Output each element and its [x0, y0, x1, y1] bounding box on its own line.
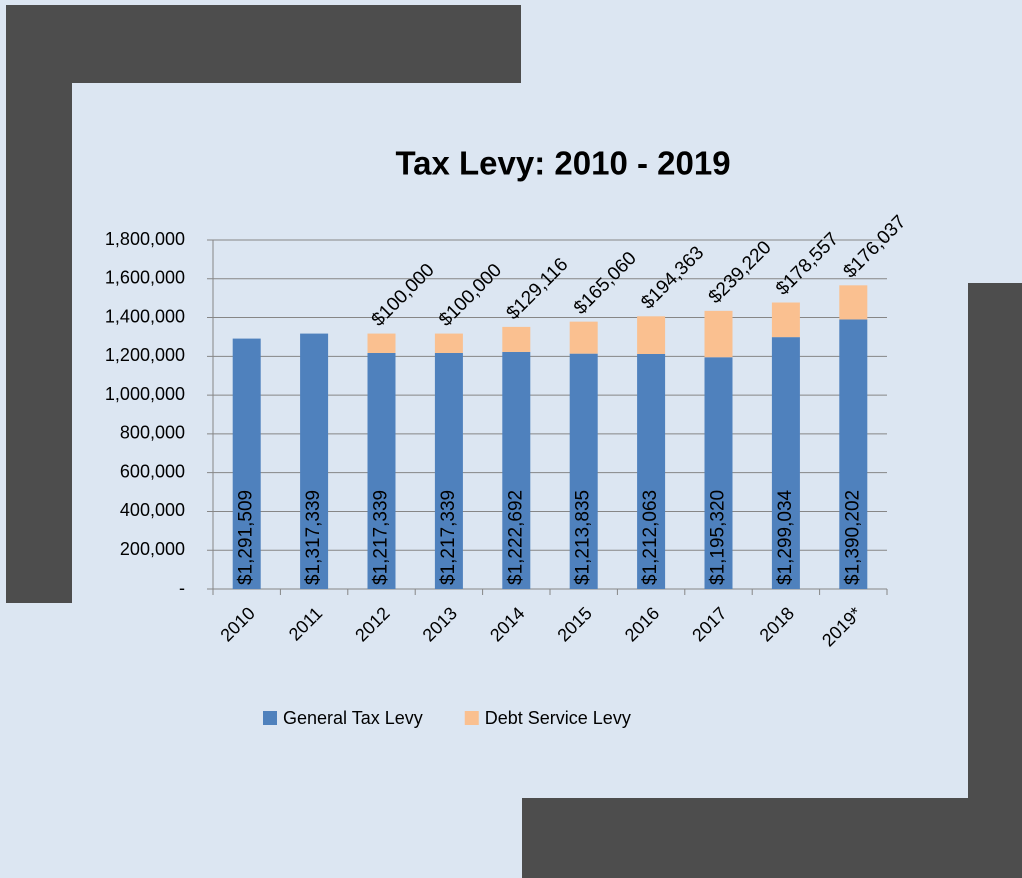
y-tick-label: 1,400,000 [105, 306, 185, 326]
bar-segment [637, 316, 666, 354]
value-label: $1,217,339 [371, 490, 392, 585]
chart-title: Tax Levy: 2010 - 2019 [395, 145, 730, 182]
value-label: $100,000 [368, 260, 439, 331]
value-label: $100,000 [435, 260, 506, 331]
value-label: $178,557 [772, 229, 843, 300]
decor-block [968, 283, 1022, 878]
value-label: $1,299,034 [775, 489, 796, 585]
value-label: $1,217,339 [438, 490, 459, 585]
x-tick-label: 2012 [351, 603, 393, 645]
bar-segment [569, 353, 598, 589]
y-tick-label: 800,000 [120, 423, 185, 443]
y-tick-label: 1,000,000 [105, 384, 185, 404]
value-label: $176,037 [840, 212, 911, 283]
x-tick-label: 2018 [756, 603, 798, 645]
bar-segment [704, 310, 733, 358]
decor-block [6, 5, 521, 83]
bar-segment [434, 352, 463, 589]
value-label: $1,291,509 [236, 490, 257, 585]
value-label: $194,363 [637, 243, 708, 314]
bar-segment [771, 302, 800, 338]
value-label: $129,116 [503, 254, 573, 324]
x-tick-label: 2011 [285, 603, 327, 645]
y-tick-label: 1,800,000 [105, 229, 185, 249]
bar-segment [839, 285, 868, 320]
value-label: $1,195,320 [708, 490, 729, 585]
value-label: $239,220 [705, 237, 776, 308]
bar-segment [704, 357, 733, 589]
bar-segment [502, 326, 531, 352]
bar-segment [771, 337, 800, 589]
value-label: $165,060 [570, 248, 641, 319]
y-tick-label: 600,000 [120, 461, 185, 481]
value-label: $1,390,202 [842, 490, 863, 585]
value-label: $1,317,339 [303, 490, 324, 585]
x-tick-label: 2016 [621, 603, 663, 645]
bar-segment [569, 321, 598, 354]
value-label: $1,212,063 [640, 490, 661, 585]
x-tick-label: 2013 [419, 603, 461, 645]
value-label: $1,222,692 [505, 490, 526, 585]
x-tick-label: 2015 [553, 603, 595, 645]
value-label: $1,213,835 [573, 490, 594, 585]
bar-segment [367, 333, 396, 353]
legend-swatch [263, 711, 277, 725]
y-tick-label: 1,600,000 [105, 268, 185, 288]
x-tick-label: 2010 [216, 603, 258, 645]
bar-segment [502, 351, 531, 589]
x-tick-label: 2019* [818, 603, 865, 650]
bar-segment [367, 352, 396, 589]
bar-segment [839, 319, 868, 589]
y-tick-label: 400,000 [120, 500, 185, 520]
legend-swatch [464, 711, 479, 725]
x-tick-label: 2017 [688, 603, 730, 645]
legend-label: Debt Service Levy [485, 708, 631, 728]
y-tick-label: - [179, 578, 185, 598]
bar-segment [300, 333, 329, 589]
bar-segment [434, 333, 463, 353]
legend-label: General Tax Levy [283, 708, 423, 728]
y-tick-label: 200,000 [120, 539, 185, 559]
bar-segment [232, 338, 261, 589]
decor-block [6, 5, 72, 603]
decor-block [522, 798, 1022, 878]
y-tick-label: 1,200,000 [105, 345, 185, 365]
x-tick-label: 2014 [486, 603, 528, 645]
bar-segment [637, 353, 666, 589]
